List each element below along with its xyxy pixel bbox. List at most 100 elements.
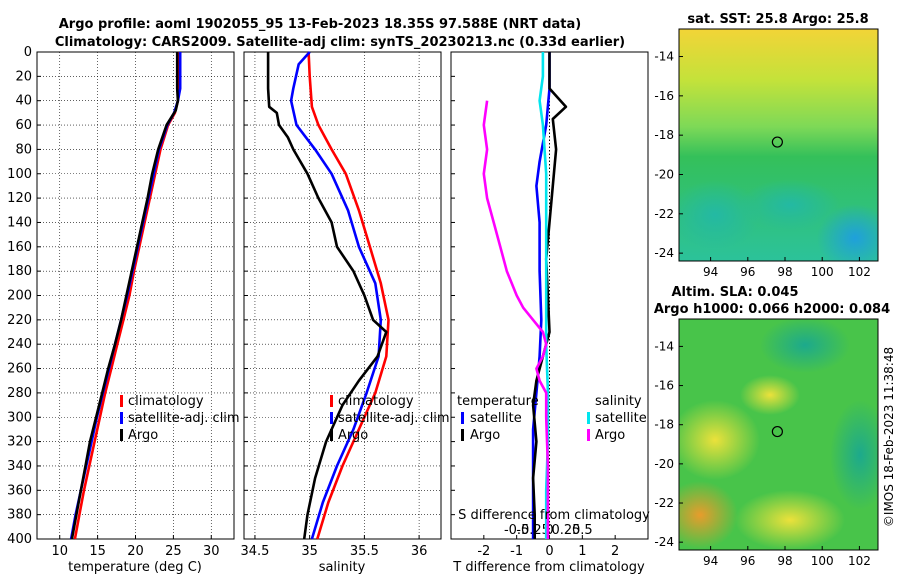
x-tick-label: 20: [127, 544, 144, 559]
series-line-argo-salinity-: [482, 100, 550, 539]
depth-tick-label: 200: [7, 289, 32, 304]
lon-tick-label: 102: [848, 265, 871, 279]
depth-axis: 0 20 40 60 80 100 120 140 160 180 200 220 240 260 280 3…: [7, 45, 32, 547]
legend-argo-label: Argo: [338, 428, 368, 443]
difference-lines: [482, 52, 568, 539]
lon-tick-label: 94: [703, 265, 718, 279]
x-tick-label: 0: [545, 544, 553, 559]
legend-salinity-heading: salinity: [595, 394, 642, 409]
depth-tick-label: 260: [7, 362, 32, 377]
legend-climatology-swatch: [120, 395, 123, 407]
sla-heatmap: [679, 319, 878, 550]
lat-tick-label: -24: [654, 246, 674, 260]
lat-tick-label: -16: [654, 89, 674, 103]
lon-tick-label: 100: [811, 554, 834, 568]
temperature-legend: climatology satellite-adj. clim Argo: [120, 394, 240, 443]
legend-s-argo-label: Argo: [595, 428, 625, 443]
sst-lat-axis: -14 -16 -18 -20 -22 -24: [654, 50, 683, 260]
depth-tick-label: 340: [7, 459, 32, 474]
lat-tick-label: -16: [654, 379, 674, 393]
sla-map-frame: [678, 318, 879, 551]
sst-map-title: sat. SST: 25.8 Argo: 25.8: [687, 12, 868, 27]
legend-temperature-heading: temperature: [457, 394, 539, 409]
temperature-grid: [37, 52, 234, 539]
lat-tick-label: -14: [654, 339, 674, 353]
lat-tick-label: -18: [654, 418, 674, 432]
depth-tick-label: 0: [24, 45, 32, 60]
sla-low-north: [760, 319, 850, 373]
difference-legend: temperature satellite Argo salinity sate…: [457, 394, 647, 443]
figure-title-line-2: Climatology: CARS2009. Satellite-adj cli…: [55, 35, 625, 50]
x-tick-label: 30: [203, 544, 220, 559]
x-tick-label: -2: [477, 544, 490, 559]
lat-tick-label: -20: [654, 457, 674, 471]
legend-t-satellite-label: satellite: [470, 411, 522, 426]
depth-tick-label: 180: [7, 264, 32, 279]
salinity-axis: 34.5 35 35.5 36: [240, 535, 427, 559]
x-tick-label: 35.5: [350, 544, 379, 559]
x-tick-label: 10: [51, 544, 68, 559]
depth-tick-label: 320: [7, 435, 32, 450]
depth-tick-label: 20: [15, 69, 32, 84]
depth-tick-label: 300: [7, 410, 32, 425]
legend-t-argo-label: Argo: [470, 428, 500, 443]
sla-map-title: Altim. SLA: 0.045: [672, 285, 799, 300]
t-difference-xlabel: T difference from climatology: [452, 560, 645, 575]
legend-s-satellite-label: satellite: [595, 411, 647, 426]
depth-tick-label: 160: [7, 240, 32, 255]
t-difference-axis: -2 -1 0 1 2: [477, 535, 619, 559]
lat-tick-label: -24: [654, 535, 674, 549]
legend-s-argo-swatch: [587, 429, 590, 441]
depth-tick-label: 120: [7, 191, 32, 206]
lon-tick-label: 94: [703, 554, 718, 568]
depth-tick-label: 240: [7, 337, 32, 352]
sla-high-south: [735, 490, 845, 550]
s-tick-label: -0.5: [504, 523, 529, 538]
sla-high-center: [740, 375, 800, 415]
x-tick-label: 34.5: [240, 544, 269, 559]
argo-location-marker: [771, 425, 783, 438]
sla-lat-axis: -14 -16 -18 -20 -22 -24: [654, 339, 683, 549]
s-tick-label: 0.25: [551, 523, 580, 538]
figure-title-line-1: Argo profile: aoml 1902055_95 13-Feb-202…: [59, 17, 581, 32]
sla-high-west: [679, 400, 760, 480]
series-line-argo: [266, 52, 388, 540]
depth-tick-label: 100: [7, 167, 32, 182]
lon-tick-label: 100: [811, 265, 834, 279]
sla-map-panel: Altim. SLA: 0.045 Argo h1000: 0.066 h200…: [654, 285, 890, 568]
temperature-xlabel: temperature (deg C): [68, 560, 202, 575]
depth-tick-label: 400: [7, 532, 32, 547]
imos-credit: ©IMOS 18-Feb-2023 11:38:48: [882, 347, 896, 527]
lat-tick-label: -22: [654, 496, 674, 510]
series-line-satellite-adj-clim: [289, 51, 383, 540]
x-tick-label: 15: [89, 544, 106, 559]
legend-t-satellite-swatch: [461, 412, 464, 424]
sst-map-frame: [678, 28, 879, 262]
depth-tick-label: 40: [15, 94, 32, 109]
salinity-plot-frame: [243, 51, 442, 540]
salinity-legend: climatology satellite-adj. clim Argo: [330, 394, 450, 443]
lat-tick-label: -20: [654, 167, 674, 181]
legend-s-satellite-swatch: [587, 412, 590, 424]
lon-tick-label: 98: [777, 554, 792, 568]
depth-tick-label: 280: [7, 386, 32, 401]
legend-argo-label: Argo: [128, 428, 158, 443]
x-tick-label: -1: [510, 544, 523, 559]
legend-satellite-label: satellite-adj. clim: [128, 411, 240, 426]
lon-tick-label: 96: [740, 554, 755, 568]
legend-satellite-swatch: [120, 412, 123, 424]
x-tick-label: 35: [301, 544, 318, 559]
x-tick-label: 1: [578, 544, 586, 559]
lon-tick-label: 96: [740, 265, 755, 279]
legend-climatology-swatch: [330, 395, 333, 407]
temperature-axis: 10 15 20 25 30: [51, 535, 220, 559]
temperature-lines: [69, 52, 182, 540]
legend-argo-swatch: [120, 429, 123, 441]
sla-high-southwest: [679, 481, 738, 549]
sla-low-east: [830, 400, 878, 510]
series-line-argo-temperature-: [531, 52, 568, 539]
legend-climatology-label: climatology: [128, 394, 204, 409]
